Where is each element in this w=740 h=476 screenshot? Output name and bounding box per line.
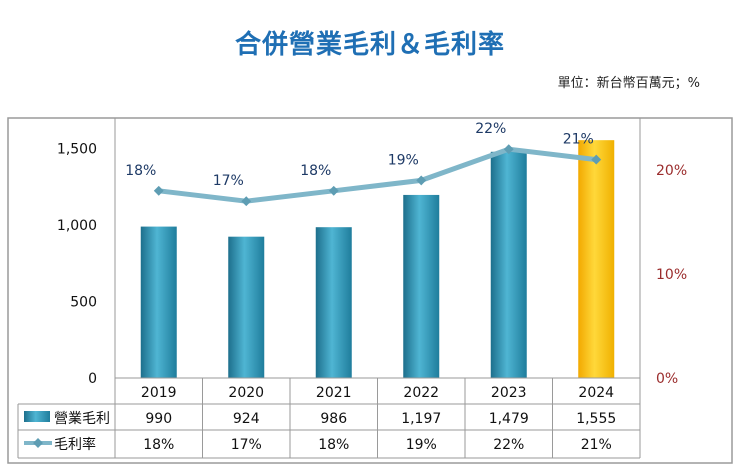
margin-marker (241, 196, 252, 207)
margin-line (158, 146, 597, 204)
margin-marker (591, 154, 602, 165)
margin-data-label: 19% (388, 152, 419, 168)
left-tick-label: 1,500 (57, 142, 97, 158)
table-cell-margin: 21% (581, 437, 612, 453)
right-tick-label: 0% (656, 371, 678, 387)
table-cell-margin: 18% (318, 437, 349, 453)
legend-line-label: 毛利率 (54, 436, 96, 453)
unit-label: 單位：新台幣百萬元；% (557, 76, 700, 91)
table-cell-margin: 18% (143, 437, 174, 453)
category-label: 2021 (316, 385, 352, 401)
left-tick-label: 0 (88, 371, 97, 387)
margin-marker (416, 175, 427, 186)
table-cell-profit: 990 (145, 411, 172, 427)
bar-2023 (490, 151, 527, 378)
table-cell-profit: 1,197 (401, 411, 441, 427)
category-label: 2020 (228, 385, 264, 401)
category-label: 2024 (578, 385, 614, 401)
table-cell-profit: 924 (233, 411, 260, 427)
category-label: 2022 (403, 385, 439, 401)
margin-marker (503, 144, 514, 155)
chart-frame (7, 117, 733, 464)
legend-bar-label: 營業毛利 (54, 411, 110, 427)
table-cell-margin: 19% (406, 437, 437, 453)
bar-2021 (315, 227, 352, 378)
table-cell-profit: 1,479 (489, 411, 529, 427)
left-tick-label: 500 (70, 295, 97, 311)
margin-marker (328, 185, 339, 196)
chart-title: 合併營業毛利＆毛利率 (234, 30, 505, 60)
table-cell-margin: 22% (493, 437, 524, 453)
category-label: 2023 (491, 385, 527, 401)
bar-2020 (228, 236, 265, 378)
margin-data-label: 21% (563, 132, 594, 148)
category-label: 2019 (141, 385, 177, 401)
table-cell-profit: 986 (320, 411, 347, 427)
margin-marker (153, 185, 164, 196)
left-tick-label: 1,000 (57, 218, 97, 234)
right-tick-label: 20% (656, 163, 687, 179)
right-tick-label: 10% (656, 267, 687, 283)
bar-2019 (140, 226, 177, 378)
legend-bar-swatch (24, 411, 50, 422)
bar-2024 (578, 140, 615, 378)
table-cell-margin: 17% (231, 437, 262, 453)
margin-data-label: 17% (213, 173, 244, 189)
margin-data-label: 18% (300, 163, 331, 179)
margin-data-label: 18% (125, 163, 156, 179)
table-cell-profit: 1,555 (576, 411, 616, 427)
bar-2022 (403, 194, 440, 378)
margin-data-label: 22% (475, 121, 506, 137)
